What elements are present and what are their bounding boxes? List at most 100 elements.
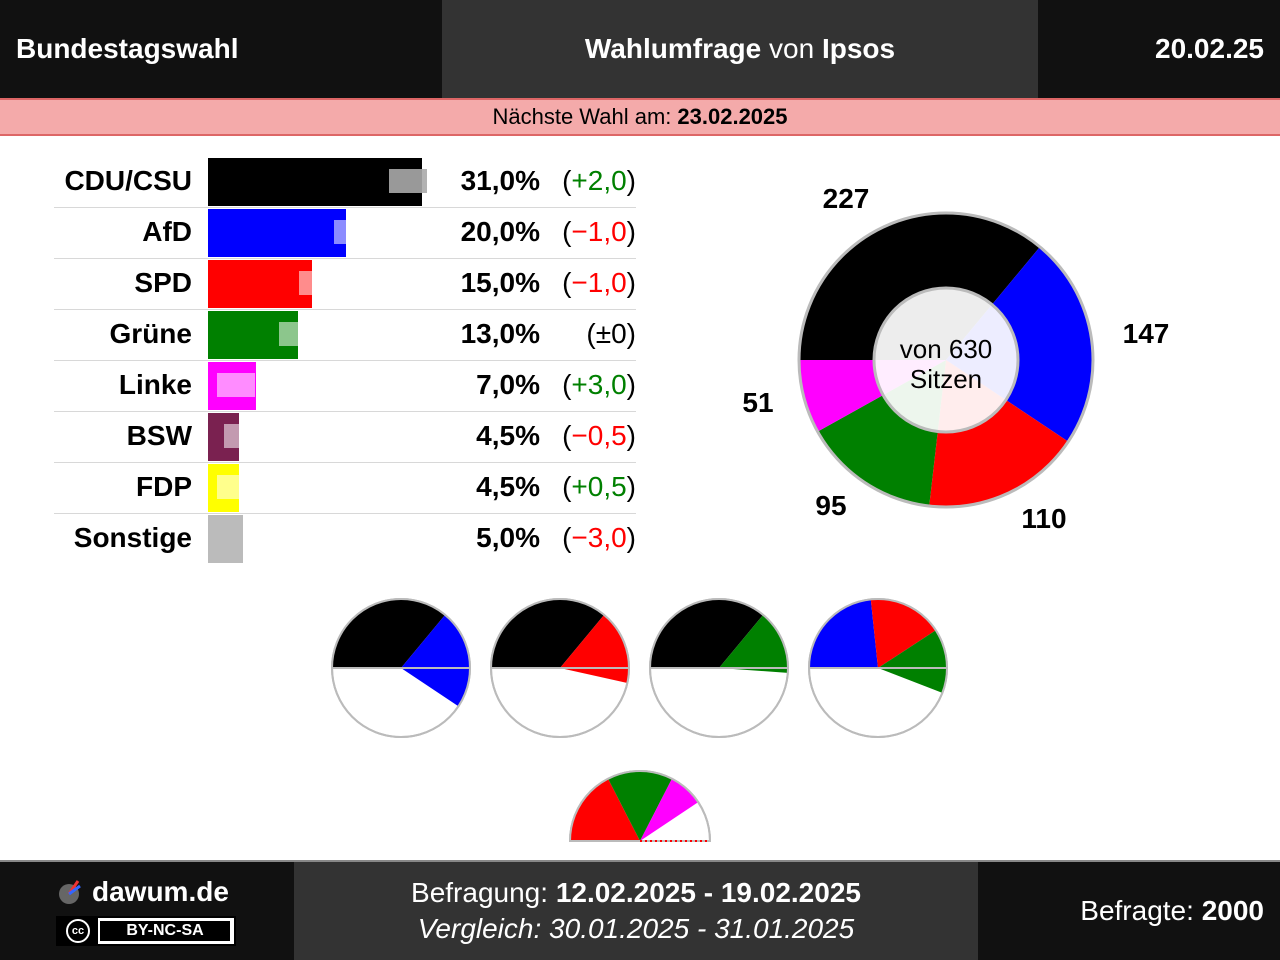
coalition-pie-outline-2 [490, 598, 630, 738]
value-label-bsw: 4,5% [476, 420, 540, 451]
change-label-sonstige: (−3,0) [562, 522, 636, 553]
coalition-5-slice-gruene [608, 771, 672, 841]
next-election-label: Nächste Wahl am: [492, 104, 672, 129]
bar-afd [208, 209, 346, 257]
compare-dates: 30.01.2025 - 31.01.2025 [549, 913, 855, 944]
change-label-linke: (+3,0) [562, 369, 636, 400]
bar-label-afd: AfD [142, 216, 192, 247]
bar-row-gruene: Grüne 13,0% (±0) [54, 310, 636, 361]
footer-branding: dawum.de cc BY-NC-SA [0, 862, 294, 960]
previous-marker-sonstige [244, 526, 283, 550]
coalition-4-slice-afd [809, 599, 878, 668]
cc-icon-text: cc [66, 919, 90, 943]
header-date: 20.02.25 [1038, 0, 1280, 98]
coalition-pie-outline-4 [808, 598, 948, 738]
header-institute: Ipsos [821, 33, 896, 64]
previous-marker-spd [299, 271, 338, 295]
previous-marker-bsw [223, 424, 262, 448]
change-label-fdp: (+0,5) [562, 471, 636, 502]
bar-label-cdu-csu: CDU/CSU [64, 165, 192, 196]
previous-marker-linke [216, 373, 255, 397]
donut-center [872, 286, 1020, 434]
bar-label-fdp: FDP [136, 471, 192, 502]
survey-period: Befragung: 12.02.2025 - 19.02.2025 [411, 877, 861, 909]
bar-label-gruene: Grüne [109, 318, 192, 349]
next-election-date: 23.02.2025 [677, 104, 788, 129]
bar-row-linke: Linke 7,0% (+3,0) [54, 361, 636, 412]
change-label-afd: (−1,0) [562, 216, 636, 247]
coalition-5-slice-spd [570, 778, 640, 841]
coalition-5-slice-linke [640, 778, 699, 841]
change-label-cdu-csu: (+2,0) [562, 165, 636, 196]
bar-label-linke: Linke [118, 369, 192, 400]
header-von: von [769, 33, 815, 64]
coalition-pie-outline-3 [649, 598, 789, 738]
bar-row-afd: AfD 20,0% (−1,0) [54, 208, 636, 259]
value-label-gruene: 13,0% [460, 318, 540, 349]
site-name: dawum.de [92, 876, 229, 907]
license-badge[interactable]: cc BY-NC-SA [56, 916, 236, 946]
previous-marker-afd [333, 220, 372, 244]
seat-label-cdu-csu: 227 [823, 183, 870, 214]
survey-label: Befragung: [411, 877, 549, 908]
seat-slice-afd [946, 246, 1093, 442]
header: Bundestagswahl Wahlumfrage von Ipsos 20.… [0, 0, 1280, 98]
previous-marker-cdu-csu [389, 169, 428, 193]
site-link[interactable]: dawum.de [56, 876, 229, 908]
bar-row-spd: SPD 15,0% (−1,0) [54, 259, 636, 310]
cc-icon: cc [58, 918, 98, 944]
donut-center-text-2: Sitzen [910, 364, 982, 394]
compare-label: Vergleich: [417, 913, 542, 944]
value-label-afd: 20,0% [460, 216, 540, 247]
value-label-linke: 7,0% [476, 369, 540, 400]
dawum-logo-icon [59, 880, 81, 904]
footer: dawum.de cc BY-NC-SA Befragung: 12.02.20… [0, 860, 1280, 960]
coalition-2-slice-cdu-csu [491, 599, 605, 668]
bar-row-sonstige: Sonstige 5,0% (−3,0) [54, 514, 636, 565]
previous-marker-gruene [278, 322, 317, 346]
coalition-pie-outline-1 [331, 598, 471, 738]
change-label-spd: (−1,0) [562, 267, 636, 298]
license-text: BY-NC-SA [100, 921, 230, 941]
bar-sonstige [208, 515, 243, 563]
header-poll-word: Wahlumfrage [584, 33, 762, 64]
bar-label-sonstige: Sonstige [73, 522, 192, 553]
value-label-sonstige: 5,0% [476, 522, 540, 553]
compare-period: Vergleich: 30.01.2025 - 31.01.2025 [418, 913, 854, 945]
header-title: Bundestagswahl [0, 0, 442, 98]
value-label-spd: 15,0% [460, 267, 540, 298]
bar-row-fdp: FDP 4,5% (+0,5) [54, 463, 636, 514]
seat-label-linke: 51 [742, 387, 773, 418]
coalition-1-slice-cdu-csu [332, 599, 446, 668]
next-election-bar: Nächste Wahl am: 23.02.2025 [0, 98, 1280, 136]
seat-label-afd: 147 [1123, 318, 1170, 349]
footer-dates: Befragung: 12.02.2025 - 19.02.2025 Vergl… [294, 862, 978, 960]
bar-cdu-csu [208, 158, 422, 206]
donut-outline [797, 211, 1095, 509]
previous-marker-fdp [216, 475, 255, 499]
seat-label-gruene: 95 [815, 490, 846, 521]
seat-slice-cdu-csu [799, 212, 1040, 360]
respondents-count: 2000 [1201, 895, 1264, 926]
change-label-gruene: (±0) [586, 318, 636, 349]
value-label-fdp: 4,5% [476, 471, 540, 502]
value-label-cdu-csu: 31,0% [460, 165, 540, 196]
header-poll-title: Wahlumfrage von Ipsos [442, 0, 1038, 98]
donut-center-text-1: von 630 [900, 334, 993, 364]
coalition-1-slice-afd [401, 614, 470, 707]
coalition-4-slice-spd [870, 599, 936, 668]
coalition-3-slice-cdu-csu [650, 599, 764, 668]
coalition-4-slice-gruene [878, 630, 947, 693]
survey-dates: 12.02.2025 - 19.02.2025 [555, 877, 861, 908]
change-label-bsw: (−0,5) [562, 420, 636, 451]
bar-row-cdu-csu: CDU/CSU 31,0% (+2,0) [54, 157, 636, 208]
seat-label-spd: 110 [1021, 503, 1066, 534]
bar-label-spd: SPD [134, 267, 192, 298]
respondents-label: Befragte: [1080, 895, 1194, 926]
footer-respondents: Befragte: 2000 [978, 862, 1280, 960]
bar-label-bsw: BSW [126, 420, 192, 451]
bar-row-bsw: BSW 4,5% (−0,5) [54, 412, 636, 463]
coalition-3-slice-gruene [719, 614, 788, 673]
bar-spd [208, 260, 312, 308]
